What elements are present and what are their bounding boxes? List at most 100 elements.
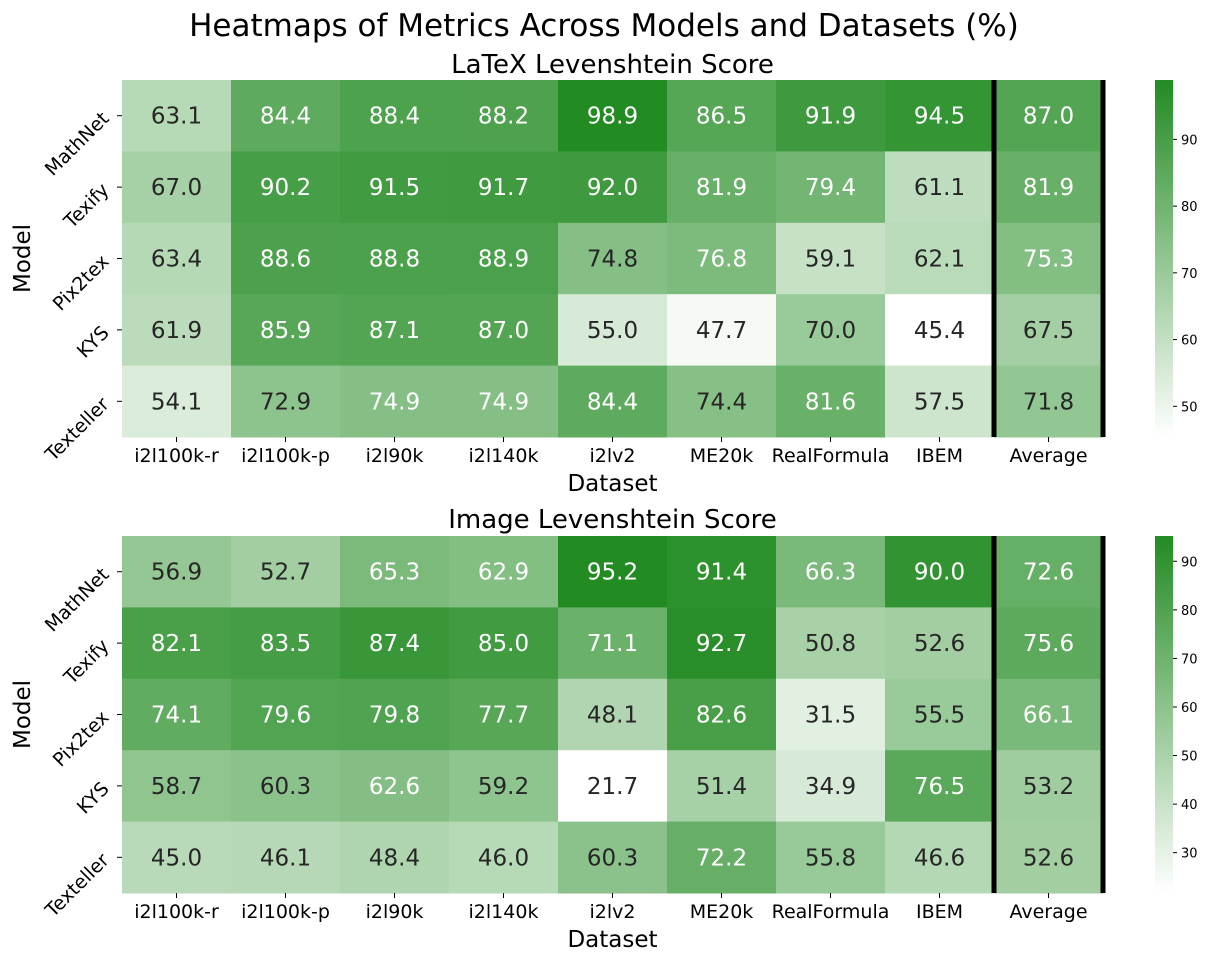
cell-value-label: 87.0 (478, 318, 529, 344)
heatmap-cell (667, 80, 777, 152)
colorbar-tick-label: 70 (1181, 267, 1198, 282)
heatmap-cell (994, 294, 1104, 367)
heatmap-cell (449, 821, 559, 894)
heatmap-cell (776, 821, 886, 894)
heatmap-cell (994, 80, 1104, 152)
x-tick-label-i2l90k: i2l90k (366, 445, 424, 467)
cell-value-label: 61.9 (151, 318, 202, 344)
cell-value-label: 85.0 (478, 631, 529, 657)
colorbar-tick-label: 30 (1181, 847, 1198, 862)
heatmap-cell (449, 365, 559, 438)
x-tick-label-i2l140k: i2l140k (469, 445, 539, 467)
cell-value-label: 52.7 (260, 560, 311, 586)
y-axis-title: Model (10, 224, 36, 293)
heatmap-cell (885, 80, 995, 152)
colorbar-tick-label: 70 (1181, 652, 1198, 667)
cell-value-label: 87.4 (369, 631, 420, 657)
x-tick-label-i2lv2: i2lv2 (590, 901, 636, 923)
heatmap-cell (340, 750, 450, 823)
cell-value-label: 91.5 (369, 175, 420, 201)
cell-value-label: 85.9 (260, 318, 311, 344)
x-tick-label-average: Average (1009, 901, 1087, 923)
heatmap-cell (558, 821, 668, 894)
heatmap-cell (340, 294, 450, 367)
heatmap-cell (776, 607, 886, 680)
cell-value-label: 74.9 (369, 389, 420, 415)
cell-value-label: 66.3 (805, 560, 856, 586)
cell-value-label: 31.5 (805, 703, 856, 729)
heatmap-cell (776, 151, 886, 224)
y-tick-label-texteller: Texteller (41, 393, 114, 466)
cell-value-label: 62.9 (478, 560, 529, 586)
cell-value-label: 87.0 (1023, 104, 1074, 130)
x-tick-label-i2l100k-p: i2l100k-p (241, 445, 330, 467)
cell-value-label: 82.6 (696, 703, 747, 729)
heatmap-cell (885, 536, 995, 608)
cell-value-label: 88.8 (369, 247, 420, 273)
heatmap-cell (122, 151, 232, 224)
cell-value-label: 90.0 (914, 560, 965, 586)
heatmap-cell (122, 80, 232, 152)
cell-value-label: 74.9 (478, 389, 529, 415)
cell-value-label: 83.5 (260, 631, 311, 657)
cell-value-label: 67.5 (1023, 318, 1074, 344)
heatmap-cell (994, 821, 1104, 894)
colorbar-tick-label: 60 (1181, 334, 1198, 349)
x-tick-label-i2lv2: i2lv2 (590, 445, 636, 467)
x-tick-label-realformula: RealFormula (772, 901, 890, 923)
heatmap-cell (776, 536, 886, 608)
cell-value-label: 59.2 (478, 774, 529, 800)
heatmap-cell (885, 678, 995, 751)
heatmap-cell (558, 222, 668, 295)
heatmap-cell (776, 365, 886, 438)
heatmap-cell (776, 294, 886, 367)
heatmap-cell (449, 607, 559, 680)
cell-value-label: 63.4 (151, 247, 202, 273)
x-tick-label-ibem: IBEM (916, 445, 963, 467)
heatmap-cell (558, 365, 668, 438)
heatmap-cell (667, 365, 777, 438)
heatmap-cell (558, 294, 668, 367)
cell-value-label: 84.4 (260, 104, 311, 130)
cell-value-label: 82.1 (151, 631, 202, 657)
cell-value-label: 88.9 (478, 247, 529, 273)
cell-value-label: 72.6 (1023, 560, 1074, 586)
heatmap-cell (122, 607, 232, 680)
heatmap-cell (885, 365, 995, 438)
cell-value-label: 81.6 (805, 389, 856, 415)
heatmap-cell (994, 536, 1104, 608)
x-tick-label-i2l90k: i2l90k (366, 901, 424, 923)
cell-value-label: 74.8 (587, 247, 638, 273)
latex-panel-title: LaTeX Levenshtein Score (451, 50, 774, 80)
cell-value-label: 53.2 (1023, 774, 1074, 800)
colorbar-tick-label: 80 (1181, 604, 1198, 619)
cell-value-label: 52.6 (914, 631, 965, 657)
heatmap-cell (558, 678, 668, 751)
heatmap-cell (667, 678, 777, 751)
heatmap-cell (994, 151, 1104, 224)
y-tick-label-texify: Texify (59, 635, 113, 689)
cell-value-label: 88.6 (260, 247, 311, 273)
cell-value-label: 59.1 (805, 247, 856, 273)
cell-value-label: 55.5 (914, 703, 965, 729)
heatmap-cell (994, 365, 1104, 438)
heatmap-cell (885, 151, 995, 224)
cell-value-label: 71.8 (1023, 389, 1074, 415)
cell-value-label: 81.9 (1023, 175, 1074, 201)
heatmap-cell (231, 80, 341, 152)
cell-value-label: 60.3 (260, 774, 311, 800)
heatmap-cell (776, 750, 886, 823)
colorbar-tick-label: 60 (1181, 701, 1198, 716)
x-axis-title: Dataset (567, 471, 657, 497)
heatmap-cell (667, 536, 777, 608)
heatmap-cell (340, 821, 450, 894)
cell-value-label: 75.6 (1023, 631, 1074, 657)
cell-value-label: 94.5 (914, 104, 965, 130)
colorbar (1155, 80, 1173, 437)
heatmap-cell (231, 365, 341, 438)
heatmap-cell (340, 536, 450, 608)
cell-value-label: 60.3 (587, 845, 638, 871)
x-tick-label-me20k: ME20k (690, 445, 754, 467)
y-tick-label-mathnet: MathNet (41, 564, 114, 637)
